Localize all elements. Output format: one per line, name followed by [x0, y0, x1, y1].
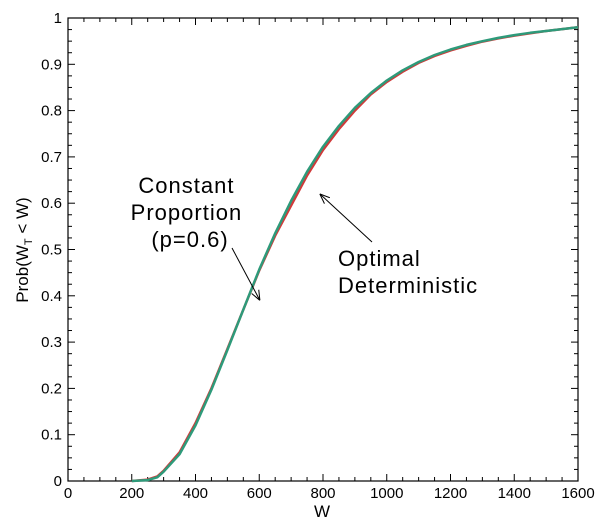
- y-tick-label: 0.7: [41, 149, 62, 166]
- x-axis: 0 200 400 600 800 1000 1200 1400 1600: [64, 18, 595, 502]
- series-layer: [131, 26, 579, 483]
- x-tick-label: 1000: [370, 485, 403, 502]
- y-tick-label: 0.6: [41, 195, 62, 212]
- y-tick-label: 0.1: [41, 427, 62, 444]
- x-tick-label: 0: [64, 485, 72, 502]
- y-axis-title-subscript: T: [23, 238, 35, 245]
- y-axis: 0 0.1 0.2 0.3 0.4 0.5 0.6 0.7 0.8 0.9 1: [41, 10, 578, 490]
- x-tick-label: 1600: [561, 485, 594, 502]
- annotation-arrow: [320, 194, 373, 243]
- annotation-line: Constant: [138, 173, 234, 198]
- annotation-line: Optimal: [338, 246, 421, 271]
- y-tick-label: 0: [54, 473, 62, 490]
- y-tick-label: 0.2: [41, 380, 62, 397]
- x-tick-label: 1400: [498, 485, 531, 502]
- annotation-optimal-deterministic: Optimal Deterministic: [338, 246, 478, 298]
- x-tick-label: 600: [247, 485, 272, 502]
- annotation-line: Proportion: [131, 200, 243, 225]
- y-tick-label: 1: [54, 10, 62, 27]
- series-line-1: [131, 26, 579, 483]
- y-tick-label: 0.5: [41, 242, 62, 259]
- annotation-line: Deterministic: [338, 273, 478, 298]
- x-tick-label: 800: [310, 485, 335, 502]
- x-axis-title: W: [314, 502, 330, 521]
- plot-area: [67, 17, 579, 482]
- y-tick-label: 0.4: [41, 288, 62, 305]
- x-tick-label: 1200: [434, 485, 467, 502]
- annotation-constant-proportion: Constant Proportion (p=0.6): [131, 173, 250, 252]
- y-tick-label: 0.3: [41, 334, 62, 351]
- y-axis-title-suffix: < W): [13, 197, 32, 238]
- annotation-arrow: [231, 247, 260, 300]
- x-tick-label: 400: [183, 485, 208, 502]
- annotation-line: (p=0.6): [151, 227, 228, 252]
- y-axis-title: Prob(WT < W): [13, 197, 35, 302]
- y-axis-title-prefix: Prob(W: [13, 245, 32, 303]
- x-tick-label: 200: [119, 485, 144, 502]
- y-tick-label: 0.8: [41, 103, 62, 120]
- y-tick-label: 0.9: [41, 56, 62, 73]
